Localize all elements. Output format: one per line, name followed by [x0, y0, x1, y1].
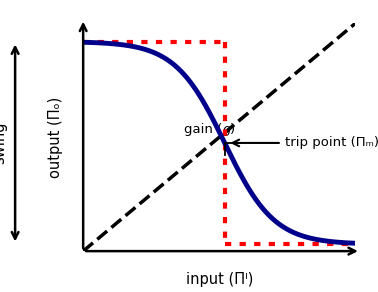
Text: g: g [222, 123, 231, 136]
Text: input (Πᴵ): input (Πᴵ) [186, 272, 253, 287]
Text: gain (: gain ( [184, 123, 222, 136]
Text: trip point (Πₘ): trip point (Πₘ) [232, 136, 378, 150]
Text: output (Πₒ): output (Πₒ) [48, 97, 64, 178]
Text: swing: swing [0, 122, 8, 164]
Text: ): ) [229, 123, 235, 136]
